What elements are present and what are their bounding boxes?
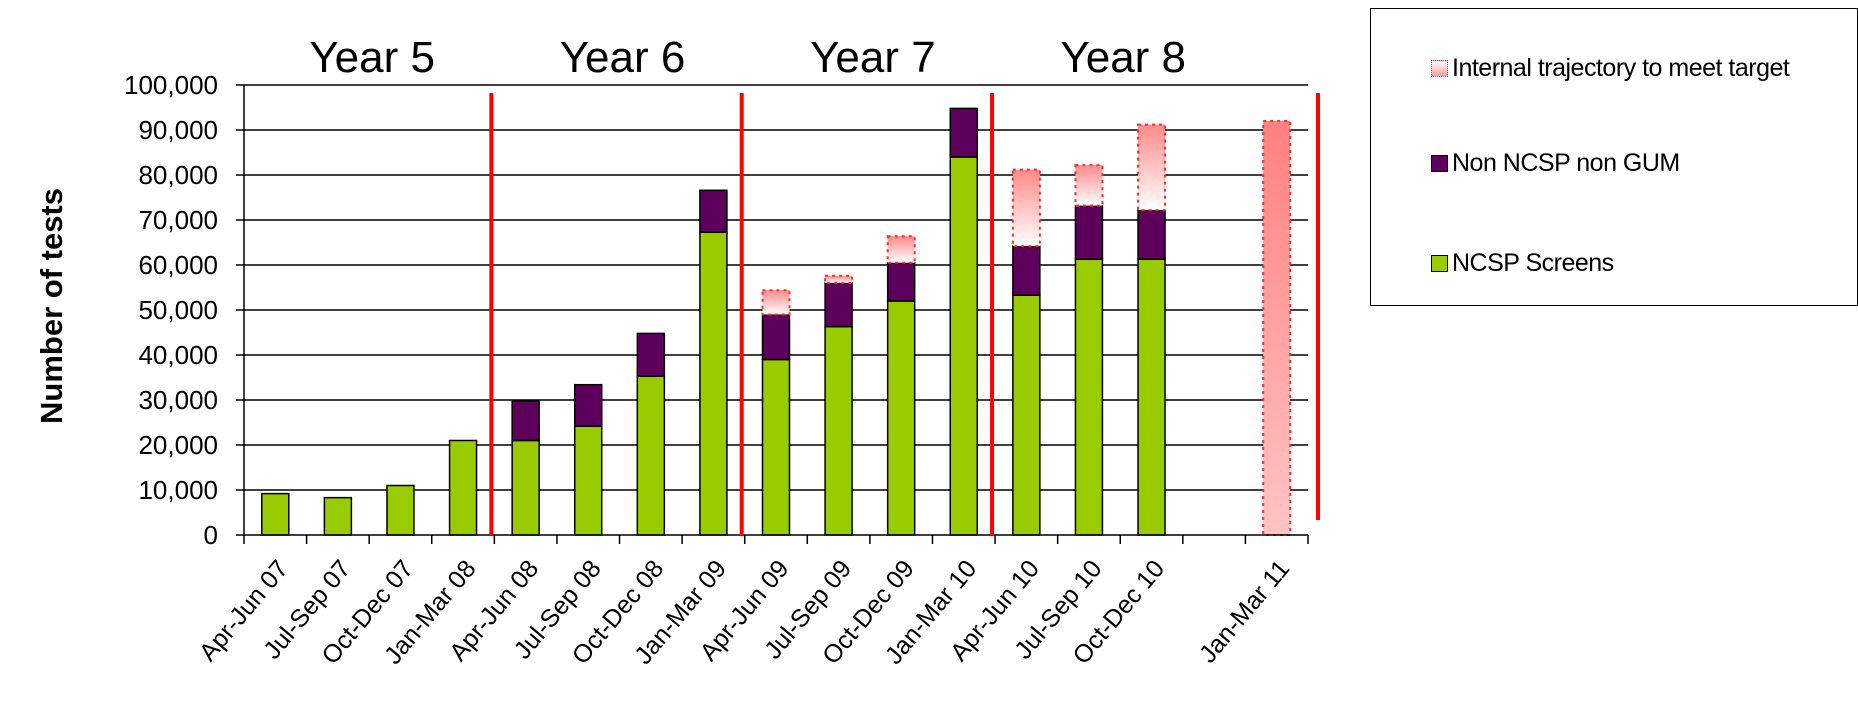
y-tick-label: 40,000 (138, 340, 218, 370)
x-tick-label: Jan-Mar 11 (1194, 555, 1296, 668)
y-tick-label: 90,000 (138, 115, 218, 145)
legend: Internal trajectory to meet target Non N… (1370, 8, 1858, 306)
bar-non-ncsp (573, 383, 603, 427)
bar-trajectory (1074, 164, 1104, 207)
bar-non-ncsp (886, 262, 916, 302)
purple-swatch-icon (1431, 155, 1448, 172)
y-tick-label: 70,000 (138, 205, 218, 235)
y-tick-label: 10,000 (138, 475, 218, 505)
year-labels: Year 5 Year 6 Year 7 Year 8 (309, 33, 1186, 82)
bar-ncsp-screens (261, 492, 290, 536)
bar-non-ncsp (699, 189, 728, 233)
bar-ncsp-screens (699, 231, 728, 536)
bar-ncsp-screens (386, 484, 415, 536)
year-label: Year 7 (810, 33, 936, 82)
bar-ncsp-screens (1012, 294, 1041, 536)
year-label: Year 5 (309, 33, 435, 82)
y-tick-label: 60,000 (138, 250, 218, 280)
y-tick-label: 50,000 (138, 295, 218, 325)
bar-non-ncsp (511, 400, 540, 442)
bar-ncsp-screens (448, 439, 478, 536)
y-axis-title: Number of tests (34, 188, 69, 424)
legend-item-ncsp: NCSP Screens (1431, 249, 1614, 278)
bar-non-ncsp (949, 107, 979, 158)
bar-ncsp-screens (949, 156, 979, 536)
year-label: Year 6 (560, 33, 686, 82)
legend-item-trajectory: Internal trajectory to meet target (1431, 54, 1790, 83)
bars (261, 107, 1292, 536)
bar-ncsp-screens (886, 300, 916, 536)
bar-non-ncsp (1012, 245, 1041, 296)
legend-item-non-ncsp: Non NCSP non GUM (1431, 149, 1680, 178)
bar-ncsp-screens (1137, 258, 1166, 536)
legend-label: Internal trajectory to meet target (1452, 54, 1790, 82)
bar-ncsp-screens (323, 496, 353, 536)
y-tick-label: 20,000 (138, 430, 218, 460)
bar-trajectory (1262, 120, 1292, 536)
bar-ncsp-screens (636, 375, 666, 536)
y-tick-label: 30,000 (138, 385, 218, 415)
bar-ncsp-screens (573, 425, 603, 536)
year-dividers (489, 93, 1320, 535)
bar-non-ncsp (636, 332, 666, 377)
bar-ncsp-screens (761, 358, 791, 536)
legend-label: Non NCSP non GUM (1452, 149, 1680, 177)
bar-ncsp-screens (824, 325, 853, 536)
year-label: Year 8 (1060, 33, 1186, 82)
y-tick-label: 100,000 (124, 70, 218, 100)
legend-label: NCSP Screens (1452, 249, 1614, 277)
bar-trajectory (886, 235, 916, 264)
bar-trajectory (1137, 123, 1167, 212)
bar-trajectory (1011, 168, 1041, 248)
green-swatch-icon (1431, 255, 1448, 272)
dotted-gradient-swatch-icon (1431, 60, 1448, 77)
y-tick-label: 80,000 (138, 160, 218, 190)
bar-non-ncsp (1074, 204, 1104, 260)
bar-ncsp-screens (1074, 258, 1104, 536)
bar-trajectory (761, 289, 791, 316)
bar-non-ncsp (761, 313, 791, 361)
bar-ncsp-screens (511, 439, 540, 536)
bar-non-ncsp (1137, 209, 1166, 260)
y-tick-label: 0 (204, 520, 218, 550)
bar-trajectory (824, 274, 854, 284)
bar-non-ncsp (824, 282, 853, 328)
